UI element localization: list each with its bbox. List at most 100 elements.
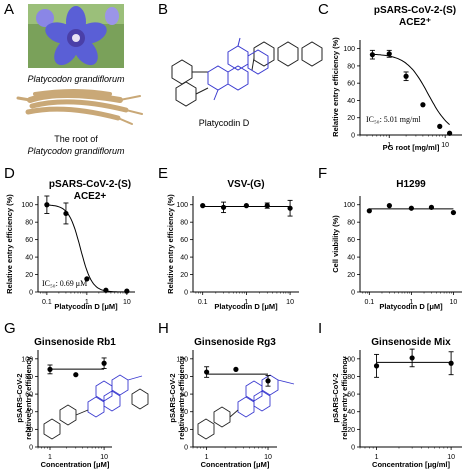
root-caption-line2: Platycodon grandiflorum	[27, 146, 125, 156]
y-tick-label: 60	[180, 237, 188, 244]
x-tick-label: 1	[85, 299, 89, 306]
compound-label: Platycodin D	[199, 118, 250, 128]
data-point	[47, 366, 53, 372]
chart-title: pSARS-CoV-2-(S)	[49, 179, 131, 190]
data-point	[450, 209, 457, 216]
x-tick-label: 10	[123, 299, 131, 306]
y-axis-label: Cell viability (%)	[331, 215, 340, 273]
panel-label-d: D	[4, 165, 15, 182]
y-tick-label: 40	[25, 409, 33, 416]
y-tick-label: 20	[347, 115, 355, 122]
rb1-structure	[43, 374, 149, 440]
x-axis-label: PG root [mg/ml]	[383, 143, 440, 152]
y-tick-label: 0	[351, 133, 355, 140]
data-point	[265, 378, 271, 384]
y-tick-label: 100	[343, 46, 355, 53]
data-point	[446, 130, 453, 136]
y-tick-label: 0	[351, 290, 355, 297]
y-tick-label: 100	[343, 202, 355, 209]
y-tick-label: 0	[29, 290, 33, 297]
data-point	[409, 355, 415, 361]
y-tick-label: 40	[347, 98, 355, 105]
data-point	[373, 363, 380, 369]
fit-curve	[372, 53, 450, 125]
chart-title: pSARS-CoV-2-(S)	[374, 5, 456, 16]
y-tick-label: 80	[347, 63, 355, 70]
panel-label-a: A	[4, 1, 14, 18]
x-tick-label: 0.1	[42, 299, 52, 306]
data-point	[264, 203, 270, 209]
y-tick-label: 60	[25, 392, 33, 399]
data-point	[243, 203, 249, 209]
y-axis-label-line2: relative entry efficiency	[340, 355, 349, 439]
data-point	[386, 51, 392, 57]
x-tick-label: 1	[205, 454, 209, 461]
y-tick-label: 20	[347, 427, 355, 434]
chart-title: Ginsenoside Rb1	[34, 337, 116, 348]
y-tick-label: 60	[347, 392, 355, 399]
x-axis-label: Concentration [μM]	[41, 460, 110, 469]
y-axis-label-line1: pSARS-CoV-2	[168, 373, 177, 422]
y-axis-label: Relative entry efficiency (%)	[5, 194, 14, 294]
y-tick-label: 0	[184, 290, 188, 297]
chart-g: 0 20 40 60 80 100 1 10 Ginsenoside Rb1 Concentrat…	[15, 337, 116, 469]
data-point	[200, 203, 206, 209]
data-point	[233, 366, 239, 372]
chart-subtitle: ACE2⁺	[399, 17, 431, 28]
data-point	[403, 73, 409, 79]
data-point	[428, 204, 435, 210]
data-point	[437, 123, 443, 129]
chart-title: Ginsenoside Mix	[371, 337, 451, 348]
y-tick-label: 40	[347, 255, 355, 262]
chart-title: H1299	[396, 179, 426, 190]
y-tick-label: 100	[176, 202, 188, 209]
chart-e: 0 20 40 60 80 100 0.1 1 10 VSV-(G) Platycodin D [μ…	[166, 179, 299, 311]
y-axis-label: Relative entry efficiency (%)	[166, 194, 175, 294]
panel-label-h: H	[158, 320, 169, 337]
x-tick-label: 10	[100, 454, 108, 461]
panel-label-i: I	[318, 320, 322, 337]
chart-title: Ginsenoside Rg3	[194, 337, 276, 348]
flower-photo	[28, 4, 124, 68]
chart-h: 0 20 40 60 80 100 1 10 Ginsenoside Rg3 Concentrat…	[168, 337, 277, 469]
panel-label-c: C	[318, 1, 329, 18]
x-tick-label: 1	[409, 299, 413, 306]
x-tick-label: 1	[48, 454, 52, 461]
x-axis-label: Platycodin D [μM]	[379, 302, 443, 311]
data-point	[408, 205, 414, 211]
y-tick-label: 60	[25, 237, 33, 244]
chart-f: 0 20 40 60 80 100 0.1 1 10 H1299 Platycodin D [μM]…	[331, 179, 462, 311]
y-tick-label: 20	[25, 427, 33, 434]
y-tick-label: 80	[25, 374, 33, 381]
y-tick-label: 100	[343, 356, 355, 363]
root-caption-line1: The root of	[54, 134, 98, 144]
y-tick-label: 80	[180, 374, 188, 381]
x-tick-label: 0.1	[364, 299, 374, 306]
y-tick-label: 40	[180, 255, 188, 262]
chart-subtitle: ACE2+	[74, 191, 107, 202]
ic50-annotation: IC₅₀: 5.01 mg/ml	[366, 115, 421, 124]
y-axis-label: Relative entry efficiency (%)	[331, 37, 340, 137]
data-point	[103, 287, 109, 293]
flower-caption: Platycodon grandiflorum	[27, 74, 125, 84]
x-tick-label: 1	[244, 299, 248, 306]
y-tick-label: 20	[180, 427, 188, 434]
x-tick-label: 0.1	[198, 299, 208, 306]
y-axis-label-line1: pSARS-CoV-2	[331, 373, 340, 422]
y-tick-label: 40	[347, 409, 355, 416]
y-tick-label: 100	[176, 356, 188, 363]
x-tick-label: 10	[450, 299, 458, 306]
panel-label-b: B	[158, 1, 168, 18]
x-tick-label: 10	[286, 299, 294, 306]
data-point	[366, 208, 372, 214]
y-tick-label: 80	[180, 220, 188, 227]
fit-curve	[46, 204, 127, 293]
chart-i: 0 20 40 60 80 100 1 10 Ginsenoside Mix Concentrat…	[331, 337, 462, 469]
x-tick-label: 1	[387, 142, 391, 149]
rg3-structure	[197, 374, 295, 440]
panel-label-e: E	[158, 165, 168, 182]
y-tick-label: 20	[347, 272, 355, 279]
x-axis-label: Platycodin D [μM]	[54, 302, 118, 311]
chart-d: 0 20 40 60 80 100 0.1 1 10 pSARS-CoV-2-(S)ACE2+ Pl…	[5, 179, 135, 311]
